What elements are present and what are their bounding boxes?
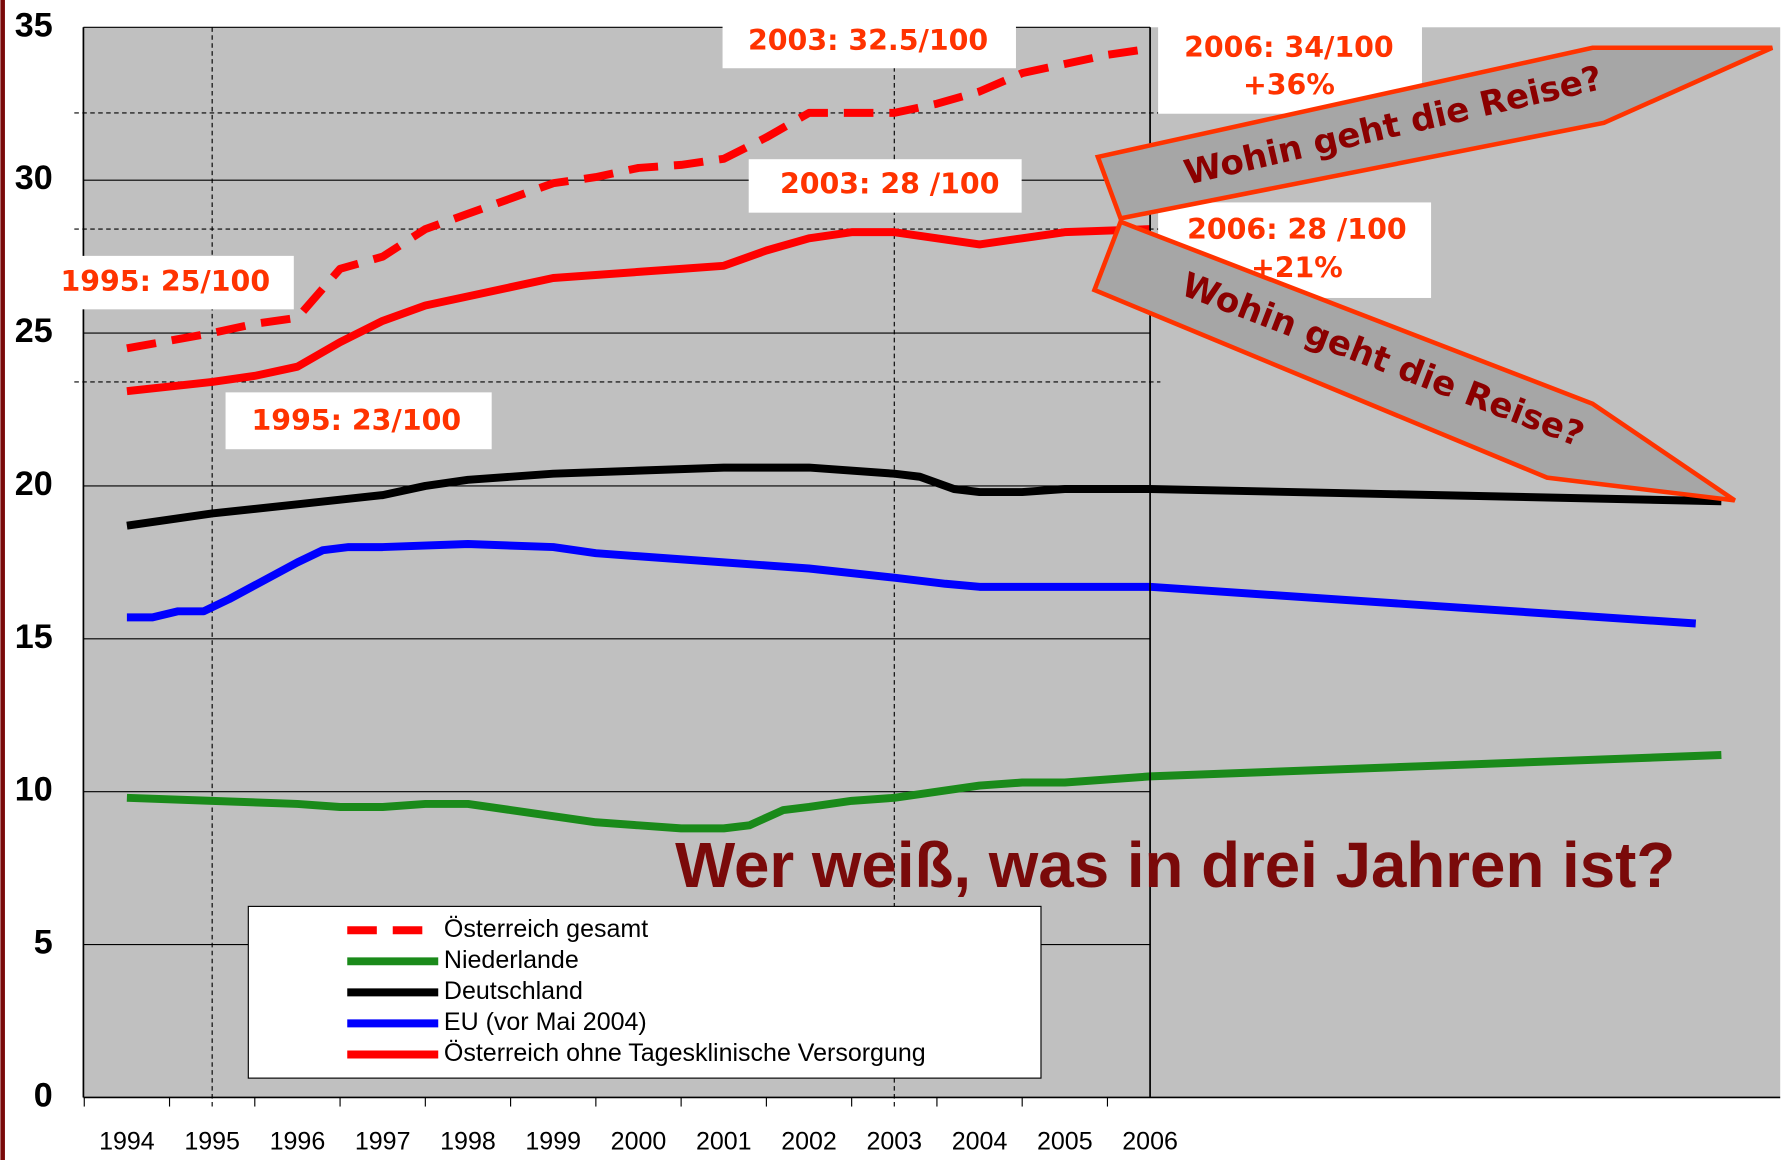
annotation: 2003: 28 /100: [780, 167, 1000, 200]
series-line: [126, 44, 1151, 353]
arrow: [1094, 45, 1774, 221]
x-tick-label: 1997: [355, 1128, 411, 1156]
y-tick-label: 0: [34, 1076, 53, 1114]
x-tick-label: 1994: [99, 1128, 155, 1156]
x-tick-label: 1996: [270, 1128, 326, 1156]
y-tick-label: 5: [34, 924, 53, 962]
x-tick-label: 2006: [1122, 1128, 1178, 1156]
left-border: [0, 0, 5, 1160]
annotation-box: [722, 17, 1016, 69]
plot: 0 5 10 15 20 25 30 35 1994 1995 1996 1997 1998 1999 20…: [15, 6, 1781, 1156]
x-tick-label: 1995: [184, 1128, 240, 1156]
x-tick-label: 2005: [1037, 1128, 1093, 1156]
legend-label: Österreich gesamt: [444, 915, 648, 943]
annotation: 2006: 28 /100: [1187, 213, 1407, 246]
y-tick-label: 20: [15, 465, 53, 503]
y-tick-label: 25: [15, 312, 53, 350]
x-tick-label: 2003: [866, 1128, 922, 1156]
annotation: 2003: 32.5/100: [748, 24, 988, 57]
annotation: 1995: 25/100: [60, 265, 270, 298]
y-tick-label: 10: [15, 771, 53, 809]
x-tick-label: 2000: [611, 1128, 667, 1156]
y-tick-label: 35: [15, 6, 53, 44]
legend-label: EU (vor Mai 2004): [444, 1008, 647, 1036]
series-line: [126, 751, 1722, 833]
legend-label: Österreich ohne Tagesklinische Versorgun…: [444, 1039, 926, 1067]
x-tick-label: 2001: [696, 1128, 752, 1156]
annotation-box: [225, 392, 492, 450]
y-tick-label: 15: [15, 618, 53, 656]
y-tick-label: 30: [15, 159, 53, 197]
annotation: 1995: 23/100: [252, 404, 462, 437]
series-line: [126, 540, 1697, 628]
annotation: 2006: 34/100: [1184, 31, 1394, 64]
annotation-box: [41, 255, 294, 310]
x-tick-label: 2002: [781, 1128, 837, 1156]
series-line: [126, 463, 1722, 530]
annotation: +36%: [1243, 68, 1335, 101]
series-line: [126, 225, 1151, 396]
arrow: [1091, 218, 1736, 503]
annotation-box: [748, 159, 1022, 213]
x-tick-label: 1999: [525, 1128, 581, 1156]
headline: Wer weiß, was in drei Jahren ist?: [675, 830, 1675, 901]
x-tick-label: 1998: [440, 1128, 496, 1156]
x-tick-label: 2004: [952, 1128, 1008, 1156]
legend-label: Deutschland: [444, 977, 583, 1005]
legend-label: Niederlande: [444, 946, 579, 974]
